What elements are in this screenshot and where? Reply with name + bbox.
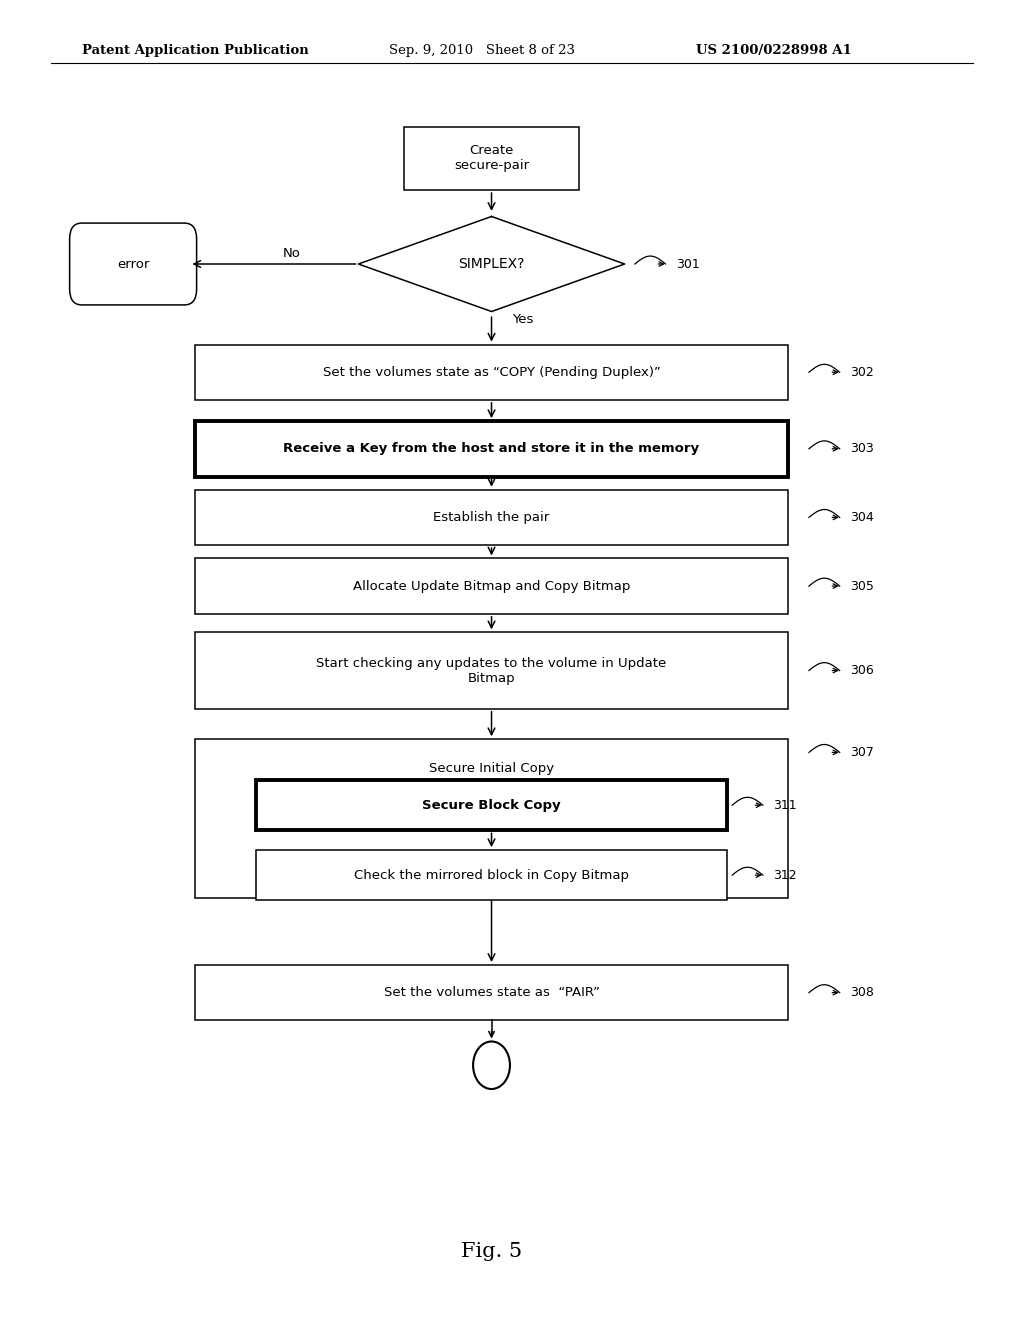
- Text: error: error: [117, 257, 150, 271]
- FancyBboxPatch shape: [256, 780, 727, 830]
- FancyBboxPatch shape: [404, 127, 579, 190]
- FancyBboxPatch shape: [195, 345, 788, 400]
- Text: 301: 301: [676, 257, 699, 271]
- FancyBboxPatch shape: [195, 421, 788, 477]
- Text: 303: 303: [850, 442, 873, 455]
- FancyBboxPatch shape: [256, 850, 727, 900]
- Text: 311: 311: [773, 799, 797, 812]
- Text: 308: 308: [850, 986, 873, 999]
- Text: Secure Initial Copy: Secure Initial Copy: [429, 762, 554, 775]
- FancyBboxPatch shape: [195, 739, 788, 898]
- Text: US 2100/0228998 A1: US 2100/0228998 A1: [696, 44, 852, 57]
- Text: Start checking any updates to the volume in Update
Bitmap: Start checking any updates to the volume…: [316, 656, 667, 685]
- Text: Establish the pair: Establish the pair: [433, 511, 550, 524]
- FancyBboxPatch shape: [195, 965, 788, 1020]
- Text: Check the mirrored block in Copy Bitmap: Check the mirrored block in Copy Bitmap: [354, 869, 629, 882]
- FancyBboxPatch shape: [195, 558, 788, 614]
- Text: Yes: Yes: [512, 313, 534, 326]
- FancyBboxPatch shape: [70, 223, 197, 305]
- Text: Receive a Key from the host and store it in the memory: Receive a Key from the host and store it…: [284, 442, 699, 455]
- Text: Fig. 5: Fig. 5: [461, 1242, 522, 1261]
- Text: 304: 304: [850, 511, 873, 524]
- Text: 302: 302: [850, 366, 873, 379]
- Text: Set the volumes state as  “PAIR”: Set the volumes state as “PAIR”: [384, 986, 599, 999]
- Text: 307: 307: [850, 746, 873, 759]
- Text: 312: 312: [773, 869, 797, 882]
- Text: Allocate Update Bitmap and Copy Bitmap: Allocate Update Bitmap and Copy Bitmap: [353, 579, 630, 593]
- Text: SIMPLEX?: SIMPLEX?: [459, 257, 524, 271]
- FancyBboxPatch shape: [195, 632, 788, 709]
- Text: 305: 305: [850, 579, 873, 593]
- Text: Set the volumes state as “COPY (Pending Duplex)”: Set the volumes state as “COPY (Pending …: [323, 366, 660, 379]
- Text: No: No: [283, 247, 301, 260]
- Text: Patent Application Publication: Patent Application Publication: [82, 44, 308, 57]
- Text: Sep. 9, 2010   Sheet 8 of 23: Sep. 9, 2010 Sheet 8 of 23: [389, 44, 575, 57]
- FancyBboxPatch shape: [195, 490, 788, 545]
- Text: 306: 306: [850, 664, 873, 677]
- Text: Secure Block Copy: Secure Block Copy: [422, 799, 561, 812]
- Text: Create
secure-pair: Create secure-pair: [454, 144, 529, 173]
